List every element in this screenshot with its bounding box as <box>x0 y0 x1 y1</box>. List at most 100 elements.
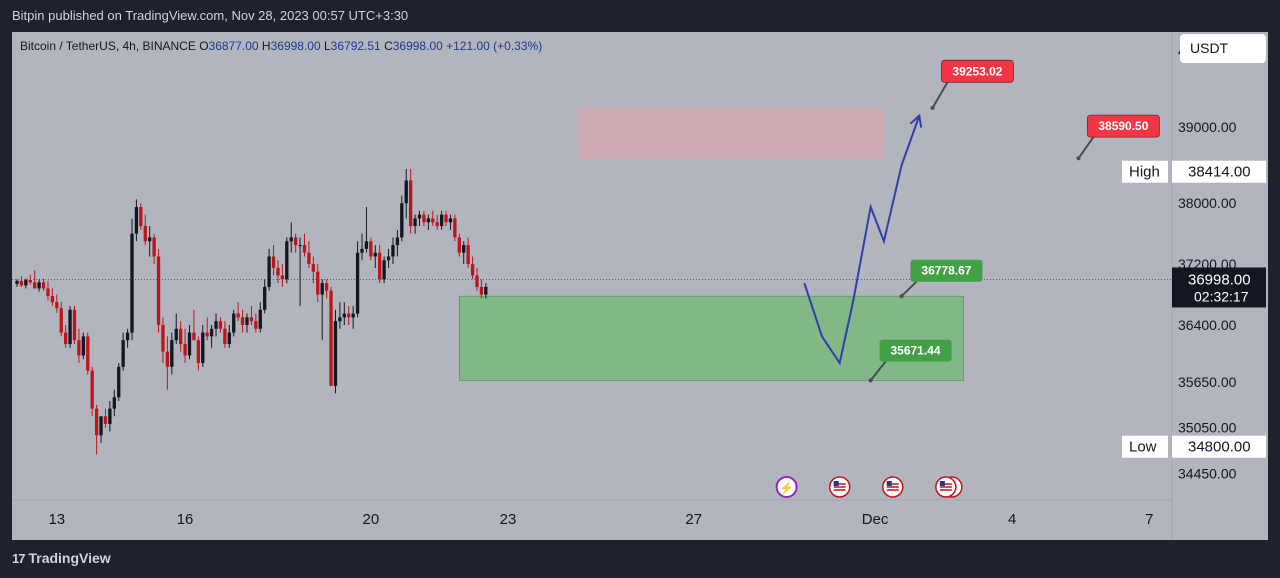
candle[interactable] <box>59 308 63 333</box>
candle[interactable] <box>121 340 125 367</box>
candle[interactable] <box>68 309 72 344</box>
candle[interactable] <box>33 282 37 289</box>
candle[interactable] <box>108 408 112 424</box>
candle[interactable] <box>201 332 205 364</box>
candle[interactable] <box>232 313 236 333</box>
candle[interactable] <box>302 245 307 253</box>
candle[interactable] <box>285 241 289 280</box>
candle[interactable] <box>462 245 466 253</box>
candle[interactable] <box>329 290 333 386</box>
candle[interactable] <box>192 332 196 341</box>
candle[interactable] <box>395 237 400 246</box>
candle[interactable] <box>479 286 484 295</box>
candle[interactable] <box>351 313 355 318</box>
candle[interactable] <box>280 275 285 280</box>
candle[interactable] <box>448 218 453 223</box>
candle[interactable] <box>470 264 475 276</box>
candle[interactable] <box>174 328 178 341</box>
candle[interactable] <box>254 321 258 329</box>
candle[interactable] <box>214 321 218 329</box>
candle[interactable] <box>86 336 90 371</box>
candle[interactable] <box>165 351 170 367</box>
candle[interactable] <box>289 237 293 242</box>
candle[interactable] <box>227 332 231 344</box>
chart-area[interactable]: 39253.0238590.5036778.6735671.44⚡40000.0… <box>12 32 1268 540</box>
candle[interactable] <box>444 214 448 223</box>
candle[interactable] <box>267 256 271 287</box>
candle[interactable] <box>72 309 77 341</box>
candle[interactable] <box>148 237 152 242</box>
candle[interactable] <box>37 282 41 289</box>
support-zone[interactable] <box>459 295 964 381</box>
candle[interactable] <box>475 275 479 287</box>
candle[interactable] <box>276 267 280 276</box>
candle[interactable] <box>117 366 121 398</box>
tradingview-logo[interactable]: 17 TradingView <box>12 550 111 566</box>
candle[interactable] <box>134 207 139 234</box>
candle[interactable] <box>170 340 174 367</box>
candle[interactable] <box>245 317 249 325</box>
candle[interactable] <box>99 416 103 436</box>
candle[interactable] <box>258 309 262 329</box>
candle[interactable] <box>15 280 19 284</box>
candle[interactable] <box>94 408 99 436</box>
candle[interactable] <box>63 332 68 344</box>
current-price-marker[interactable] <box>1172 267 1266 308</box>
candle[interactable] <box>417 214 422 219</box>
candle[interactable] <box>240 317 245 325</box>
candle[interactable] <box>457 237 461 253</box>
candle[interactable] <box>143 226 147 242</box>
candle[interactable] <box>466 245 470 265</box>
candle[interactable] <box>342 313 346 318</box>
candle[interactable] <box>298 245 302 247</box>
candle[interactable] <box>152 237 156 257</box>
candle[interactable] <box>324 283 329 291</box>
candle[interactable] <box>369 241 373 257</box>
candle[interactable] <box>355 252 360 314</box>
candle[interactable] <box>408 180 413 227</box>
candle[interactable] <box>218 321 223 329</box>
candle[interactable] <box>196 340 201 364</box>
callout-box[interactable] <box>910 259 983 282</box>
candle[interactable] <box>90 370 94 409</box>
candle[interactable] <box>183 344 187 356</box>
candle[interactable] <box>236 313 240 318</box>
candle[interactable] <box>386 256 391 261</box>
candle[interactable] <box>439 214 444 227</box>
currency-button[interactable]: USDT <box>1180 34 1266 63</box>
candle[interactable] <box>41 282 46 289</box>
candle[interactable] <box>364 241 369 249</box>
candle[interactable] <box>205 332 209 337</box>
candle[interactable] <box>223 328 227 344</box>
candle[interactable] <box>484 286 488 295</box>
callout-box[interactable] <box>941 59 1014 83</box>
candle[interactable] <box>422 214 426 223</box>
candle[interactable] <box>311 264 316 272</box>
candle[interactable] <box>112 397 116 409</box>
candle[interactable] <box>378 252 382 280</box>
candle[interactable] <box>400 203 404 238</box>
candle[interactable] <box>391 245 395 257</box>
candle[interactable] <box>46 288 50 297</box>
candle[interactable] <box>320 283 324 295</box>
candle[interactable] <box>271 256 276 268</box>
candle[interactable] <box>333 321 338 386</box>
callout-box[interactable] <box>1086 114 1160 138</box>
candle[interactable] <box>435 222 439 227</box>
candle[interactable] <box>28 280 32 283</box>
candle[interactable] <box>156 256 161 325</box>
resistance-zone[interactable] <box>578 107 884 159</box>
price-chart[interactable]: 39253.0238590.5036778.6735671.44⚡40000.0… <box>12 32 1268 540</box>
candle[interactable] <box>249 317 254 322</box>
projection-path[interactable] <box>803 115 921 366</box>
candle[interactable] <box>307 252 311 265</box>
candle[interactable] <box>77 340 81 356</box>
candle[interactable] <box>453 218 457 238</box>
candle[interactable] <box>373 252 377 257</box>
candle[interactable] <box>426 218 431 223</box>
candle[interactable] <box>24 280 28 286</box>
candle[interactable] <box>209 328 214 337</box>
candle[interactable] <box>103 416 108 424</box>
candle[interactable] <box>139 207 143 227</box>
candle[interactable] <box>55 302 59 309</box>
